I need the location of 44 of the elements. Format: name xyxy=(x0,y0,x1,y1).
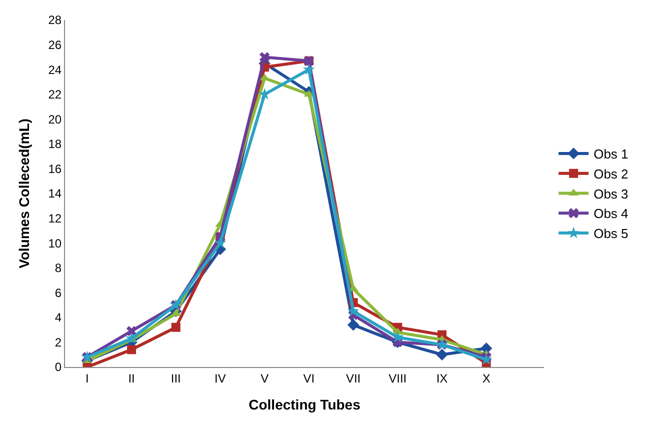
point xyxy=(347,319,360,331)
y-tick-label: 22 xyxy=(48,88,62,102)
y-tick-label: 12 xyxy=(48,211,62,226)
point xyxy=(127,345,136,354)
x-tick-label: X xyxy=(482,371,490,386)
y-tick-label: 4 xyxy=(54,310,62,325)
x-tick-label: VIII xyxy=(388,371,407,386)
point xyxy=(126,332,138,344)
point xyxy=(126,326,137,336)
legend-label: Obs 2 xyxy=(594,166,628,182)
point xyxy=(259,52,270,62)
x-tick-label: IV xyxy=(214,371,226,386)
x-tick-label: IX xyxy=(436,371,448,386)
point xyxy=(171,322,180,332)
point xyxy=(392,330,404,342)
point xyxy=(214,236,226,248)
y-tick-label: 18 xyxy=(48,137,62,152)
x-tick-label: II xyxy=(128,371,135,386)
legend-label: Obs 1 xyxy=(594,146,628,162)
y-tick-label: 20 xyxy=(48,112,62,126)
x-tick-label: VI xyxy=(303,371,315,386)
x-tick-label: III xyxy=(170,371,181,386)
legend-label: Obs 4 xyxy=(594,206,628,222)
point xyxy=(347,304,360,316)
point xyxy=(302,63,315,75)
y-tick-label: 0 xyxy=(54,360,62,374)
y-tick-label: 16 xyxy=(48,162,62,176)
x-tick-label: V xyxy=(260,371,269,386)
y-tick-label: 24 xyxy=(48,62,62,77)
y-tick-label: 14 xyxy=(48,186,62,201)
legend-label: Obs 5 xyxy=(594,226,628,242)
y-tick-label: 28 xyxy=(48,13,62,28)
y-tick-label: 6 xyxy=(54,286,62,300)
x-tick-label: VII xyxy=(346,371,361,386)
y-tick-label: 2 xyxy=(54,335,62,350)
y-tick-label: 10 xyxy=(48,236,62,250)
y-tick-label: 26 xyxy=(48,38,62,52)
y-tick-label: 8 xyxy=(54,261,62,276)
legend-label: Obs 3 xyxy=(594,186,628,202)
y-axis-title: Volumes Colleced(mL) xyxy=(16,118,32,268)
point xyxy=(258,88,271,100)
x-tick-label: I xyxy=(86,371,89,386)
point xyxy=(436,348,448,360)
x-axis-title: Collecting Tubes xyxy=(248,396,361,413)
